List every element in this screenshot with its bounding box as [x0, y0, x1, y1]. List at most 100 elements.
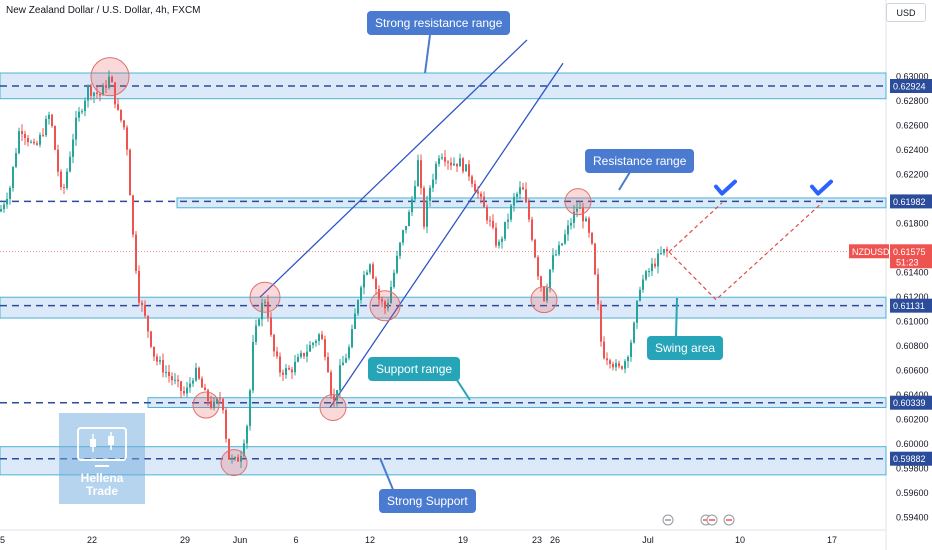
candle-body: [372, 264, 374, 279]
price-label-1: 0.61982: [893, 197, 926, 207]
candle-body: [240, 456, 242, 462]
candle-body: [510, 205, 512, 220]
x-tick-label-4: 6: [293, 535, 298, 545]
currency-button[interactable]: USD: [886, 3, 926, 22]
candle-body: [333, 395, 335, 401]
candle-body: [330, 372, 332, 396]
candle-body: [504, 221, 506, 239]
candle-body: [663, 249, 665, 254]
x-tick-label-6: 19: [458, 535, 468, 545]
price-label-box-0: [890, 78, 932, 93]
candle-body: [285, 368, 287, 375]
swing-point-circle-6: [530, 286, 558, 314]
candle-body: [270, 317, 272, 335]
x-tick-label-9: Jul: [642, 535, 654, 545]
y-tick-label-11: 0.60800: [896, 341, 929, 351]
candle-body: [483, 196, 485, 208]
candle-body: [348, 347, 350, 359]
candle-body: [402, 230, 404, 243]
candle-body: [525, 189, 527, 203]
candle-body: [318, 334, 320, 341]
candle-body: [306, 351, 308, 357]
callout-pointer-1: [618, 171, 631, 191]
candle-body: [237, 457, 239, 462]
candle-body: [540, 276, 542, 287]
candle-body: [213, 401, 215, 408]
price-label-box-3: [890, 395, 932, 410]
candle-body: [633, 322, 635, 343]
candle-body: [393, 272, 395, 287]
y-tick-label-12: 0.60600: [896, 366, 929, 376]
candle-body: [303, 352, 305, 357]
candle-body: [129, 149, 131, 196]
candle-body: [150, 331, 152, 347]
candle-body: [648, 271, 650, 273]
callout-pointer-3: [379, 457, 395, 493]
candle-body: [357, 300, 359, 314]
candle-body: [210, 401, 212, 408]
candle-body: [477, 191, 479, 194]
candle-body: [345, 358, 347, 363]
x-tick-label-7: 23: [532, 535, 542, 545]
candle-body: [171, 376, 173, 381]
candle-body: [147, 315, 149, 332]
candle-body: [639, 289, 641, 301]
swing-point-circle-5: [220, 449, 248, 477]
candle-body: [12, 166, 14, 188]
candle-body: [54, 126, 56, 150]
callout-strong-resistance: Strong resistance range: [367, 11, 511, 35]
callout-strong-support: Strong Support: [379, 489, 476, 513]
price-label-box-4: [890, 451, 932, 466]
candle-body: [501, 238, 503, 242]
current-price-label: 0.61575: [893, 247, 926, 257]
candle-body: [51, 114, 53, 127]
y-tick-label-6: 0.61800: [896, 219, 929, 229]
candle-body: [498, 241, 500, 246]
current-price-box: [890, 244, 932, 269]
candle-body: [126, 127, 128, 150]
candle-body: [63, 187, 65, 189]
candle-body: [132, 195, 134, 235]
hellena-logo: Hellena Trade: [59, 413, 145, 504]
candle-body: [405, 226, 407, 231]
candle-body: [591, 232, 593, 244]
y-tick-label-14: 0.60200: [896, 415, 929, 425]
y-tick-label-2: 0.62600: [896, 121, 929, 131]
target-check-icon-0: [714, 179, 737, 196]
candle-body: [93, 92, 95, 96]
candle-body: [123, 120, 125, 128]
candle-body: [582, 207, 584, 222]
y-tick-label-4: 0.62200: [896, 170, 929, 180]
candle-body: [606, 358, 608, 361]
x-tick-label-11: 17: [827, 535, 837, 545]
candle-body: [456, 163, 458, 167]
candle-body: [120, 109, 122, 121]
zone-strong-support: [0, 446, 887, 476]
candle-body: [375, 278, 377, 289]
x-tick-label-8: 26: [550, 535, 560, 545]
zone-resistance: [176, 197, 887, 209]
candle-body: [528, 202, 530, 220]
candle-body: [168, 371, 170, 377]
candle-body: [558, 245, 560, 255]
candle-body: [27, 138, 29, 143]
candle-body: [495, 227, 497, 246]
callout-resistance: Resistance range: [585, 149, 695, 173]
projection-path-swing: [668, 202, 823, 301]
candle-body: [267, 301, 269, 318]
swing-point-circle-0: [90, 57, 130, 97]
chart-title: New Zealand Dollar / U.S. Dollar, 4h, FX…: [6, 5, 201, 16]
candle-body: [594, 243, 596, 275]
candle-body: [177, 379, 179, 382]
candle-body: [360, 287, 362, 301]
candle-body: [351, 329, 353, 348]
candle-body: [651, 263, 653, 272]
candle-body: [555, 254, 557, 256]
price-label-box-1: [890, 194, 932, 209]
candle-body: [195, 367, 197, 381]
candle-body: [297, 356, 299, 362]
candle-body: [249, 390, 251, 427]
candle-body: [600, 304, 602, 342]
candle-body: [90, 86, 92, 96]
